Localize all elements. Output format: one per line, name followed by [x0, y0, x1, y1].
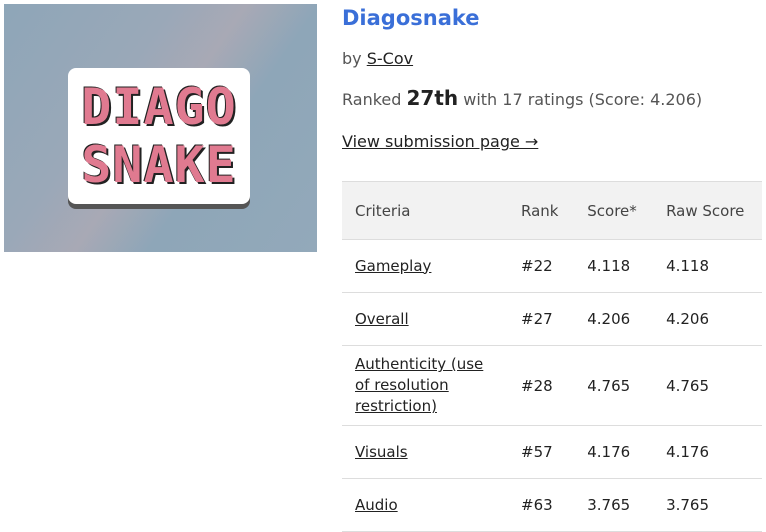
table-body: Gameplay #22 4.118 4.118 Overall #27 4.206 4.20…	[342, 239, 762, 532]
table-row: Overall #27 4.206 4.206	[342, 292, 762, 346]
criteria-cell: Visuals	[342, 425, 508, 479]
submission-link[interactable]: View submission page →	[342, 132, 539, 151]
score-cell: 3.765	[653, 478, 762, 532]
rank: 27th	[406, 86, 459, 110]
table-row: Authenticity (use of resolution restrict…	[342, 345, 762, 426]
rank-suffix: with 17 ratings (Score: 4.206)	[463, 90, 703, 109]
score-cell: 4.206	[574, 292, 654, 346]
score-cell: 4.765	[574, 345, 654, 426]
criteria-link[interactable]: Overall	[355, 309, 409, 328]
table-row: Audio #63 3.765 3.765	[342, 478, 762, 532]
rank-prefix: Ranked	[342, 90, 402, 109]
score-cell: 4.176	[574, 425, 654, 479]
criteria-cell: Overall	[342, 292, 508, 346]
rank-cell: #27	[508, 292, 575, 346]
header-row: Criteria Rank Score* Raw Score	[342, 181, 762, 240]
column-header: Criteria	[342, 181, 508, 240]
thumbnail[interactable]: DIAGO SNAKE	[4, 4, 317, 252]
logo-line: DIAGO	[81, 78, 237, 136]
score-cell: 4.206	[653, 292, 762, 346]
column-header: Raw Score	[653, 181, 762, 240]
criteria-link[interactable]: Authenticity (use of resolution restrict…	[355, 355, 484, 415]
rank-cell: #63	[508, 478, 575, 532]
criteria-cell: Authenticity (use of resolution restrict…	[342, 345, 508, 426]
ranking: Ranked 27th with 17 ratings (Score: 4.20…	[342, 86, 702, 110]
game-title[interactable]: Diagosnake	[342, 6, 480, 30]
rank-cell: #22	[508, 239, 575, 293]
score-cell: 4.176	[653, 425, 762, 479]
column-header: Score*	[574, 181, 654, 240]
logo: DIAGO SNAKE	[68, 68, 250, 204]
column-header: Rank	[508, 181, 575, 240]
criteria-cell: Audio	[342, 478, 508, 532]
byline: by S-Cov	[342, 49, 413, 68]
table-row: Gameplay #22 4.118 4.118	[342, 239, 762, 293]
criteria-cell: Gameplay	[342, 239, 508, 293]
criteria-link[interactable]: Audio	[355, 495, 398, 514]
score-cell: 4.118	[574, 239, 654, 293]
score-cell: 3.765	[574, 478, 654, 532]
rank-cell: #28	[508, 345, 575, 426]
criteria-table: Criteria Rank Score* Raw Score Gameplay #22 4…	[342, 181, 762, 532]
table-row: Visuals #57 4.176 4.176	[342, 425, 762, 479]
rank-cell: #57	[508, 425, 575, 479]
score-cell: 4.118	[653, 239, 762, 293]
author-link[interactable]: S-Cov	[366, 49, 414, 68]
criteria-link[interactable]: Visuals	[355, 442, 408, 461]
criteria-link[interactable]: Gameplay	[355, 256, 432, 275]
logo-line: SNAKE	[81, 136, 237, 194]
score-cell: 4.765	[653, 345, 762, 426]
byline-prefix: by	[342, 49, 362, 68]
page: DIAGO SNAKE Diagosnake by S-Cov Ranked 2…	[4, 4, 762, 532]
